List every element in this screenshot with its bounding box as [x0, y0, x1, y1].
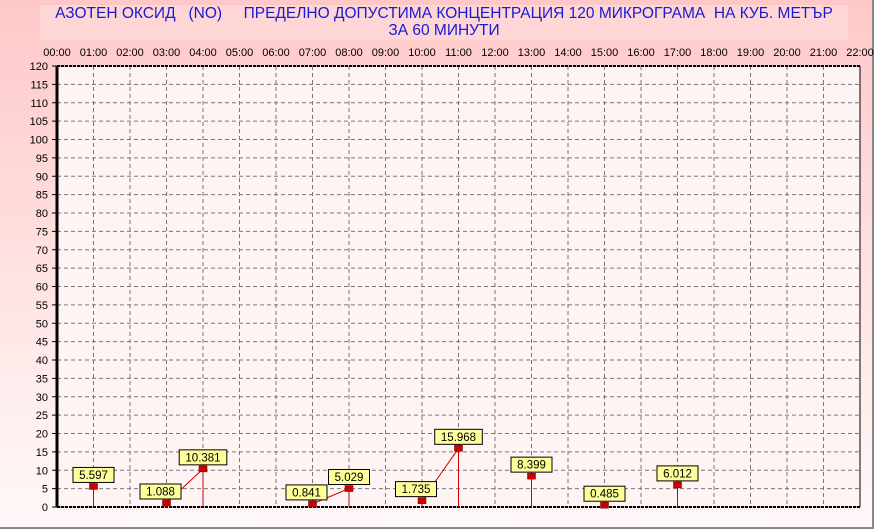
x-tick-label: 14:00	[554, 47, 582, 59]
data-point	[344, 485, 354, 492]
data-point	[308, 500, 317, 508]
data-label-box	[178, 449, 228, 466]
data-label-box	[434, 428, 483, 445]
chart-title: АЗОТЕН ОКСИД (NO) ПРЕДЕЛНО ДОПУСТИМА КОН…	[55, 5, 833, 22]
series-segment	[312, 488, 350, 505]
y-tick-label: 45	[36, 337, 48, 349]
data-point	[600, 501, 609, 509]
x-tick-label: 18:00	[700, 47, 728, 59]
x-tick-label: 02:00	[116, 47, 144, 59]
y-tick-label: 80	[36, 208, 48, 220]
x-tick-label: 10:00	[408, 47, 436, 59]
x-tick-label: 17:00	[664, 47, 692, 59]
x-tick-label: 09:00	[372, 47, 400, 59]
x-tick-label: 04:00	[189, 47, 217, 59]
x-tick-label: 21:00	[810, 47, 838, 59]
x-tick-label: 08:00	[335, 47, 363, 59]
x-tick-label: 07:00	[299, 47, 327, 59]
data-label: 6.012	[663, 468, 692, 480]
y-tick-label: 65	[36, 263, 48, 275]
y-tick-label: 75	[36, 226, 48, 238]
x-tick-label: 00:00	[43, 47, 71, 59]
data-label: 0.841	[292, 487, 321, 499]
y-tick-label: 5	[42, 484, 48, 496]
x-tick-label: 15:00	[591, 47, 619, 59]
chart-subtitle: ЗА 60 МИНУТИ	[388, 22, 500, 39]
data-label: 0.485	[590, 489, 619, 501]
x-tick-label: 03:00	[153, 47, 181, 59]
y-tick-label: 20	[36, 429, 48, 441]
data-label: 10.381	[185, 452, 220, 464]
data-point	[198, 465, 208, 473]
x-tick-label: 16:00	[627, 47, 655, 59]
data-point	[89, 483, 98, 490]
data-label: 5.597	[79, 470, 108, 482]
y-tick-label: 25	[36, 410, 48, 422]
y-tick-label: 110	[30, 98, 48, 110]
y-tick-label: 40	[36, 355, 48, 367]
y-tick-label: 105	[30, 116, 48, 128]
data-label-box	[510, 456, 553, 473]
y-tick-label: 95	[36, 153, 48, 165]
y-tick-label: 30	[36, 392, 48, 404]
data-label-box	[72, 466, 115, 483]
y-tick-label: 0	[42, 502, 48, 514]
data-point	[527, 472, 536, 480]
y-tick-label: 35	[36, 373, 48, 385]
data-label-box	[395, 481, 437, 498]
x-tick-label: 22:00	[846, 47, 874, 59]
x-tick-label: 19:00	[737, 47, 765, 59]
y-tick-label: 90	[36, 171, 48, 183]
data-label: 5.029	[335, 472, 364, 484]
x-tick-label: 20:00	[773, 47, 801, 59]
x-tick-label: 12:00	[481, 47, 509, 59]
x-tick-label: 06:00	[262, 47, 290, 59]
data-label: 1.088	[146, 487, 175, 499]
data-point	[454, 445, 463, 452]
y-tick-label: 55	[36, 300, 48, 312]
x-tick-label: 11:00	[445, 47, 472, 59]
data-point	[417, 497, 427, 504]
y-tick-label: 60	[36, 282, 48, 294]
data-label-box	[583, 485, 626, 502]
data-label-box	[328, 469, 370, 486]
y-tick-label: 100	[30, 135, 48, 147]
y-tick-label: 120	[30, 61, 48, 73]
data-point	[162, 499, 171, 507]
y-tick-label: 15	[36, 447, 48, 459]
data-label: 8.399	[517, 460, 546, 472]
data-label-box	[656, 465, 699, 482]
y-tick-label: 70	[36, 245, 48, 257]
x-tick-label: 01:00	[80, 47, 108, 59]
data-label: 15.968	[441, 432, 476, 444]
x-tick-label: 13:00	[518, 47, 546, 59]
data-label-box	[285, 484, 328, 501]
y-tick-label: 85	[36, 190, 48, 202]
y-tick-label: 10	[36, 465, 48, 477]
x-tick-label: 05:00	[226, 47, 254, 59]
data-label-box	[139, 483, 182, 500]
chart-title-box: АЗОТЕН ОКСИД (NO) ПРЕДЕЛНО ДОПУСТИМА КОН…	[40, 5, 848, 40]
data-point	[673, 481, 682, 489]
y-tick-label: 115	[30, 79, 48, 91]
data-label: 1.735	[402, 484, 431, 496]
y-tick-label: 50	[36, 318, 48, 330]
